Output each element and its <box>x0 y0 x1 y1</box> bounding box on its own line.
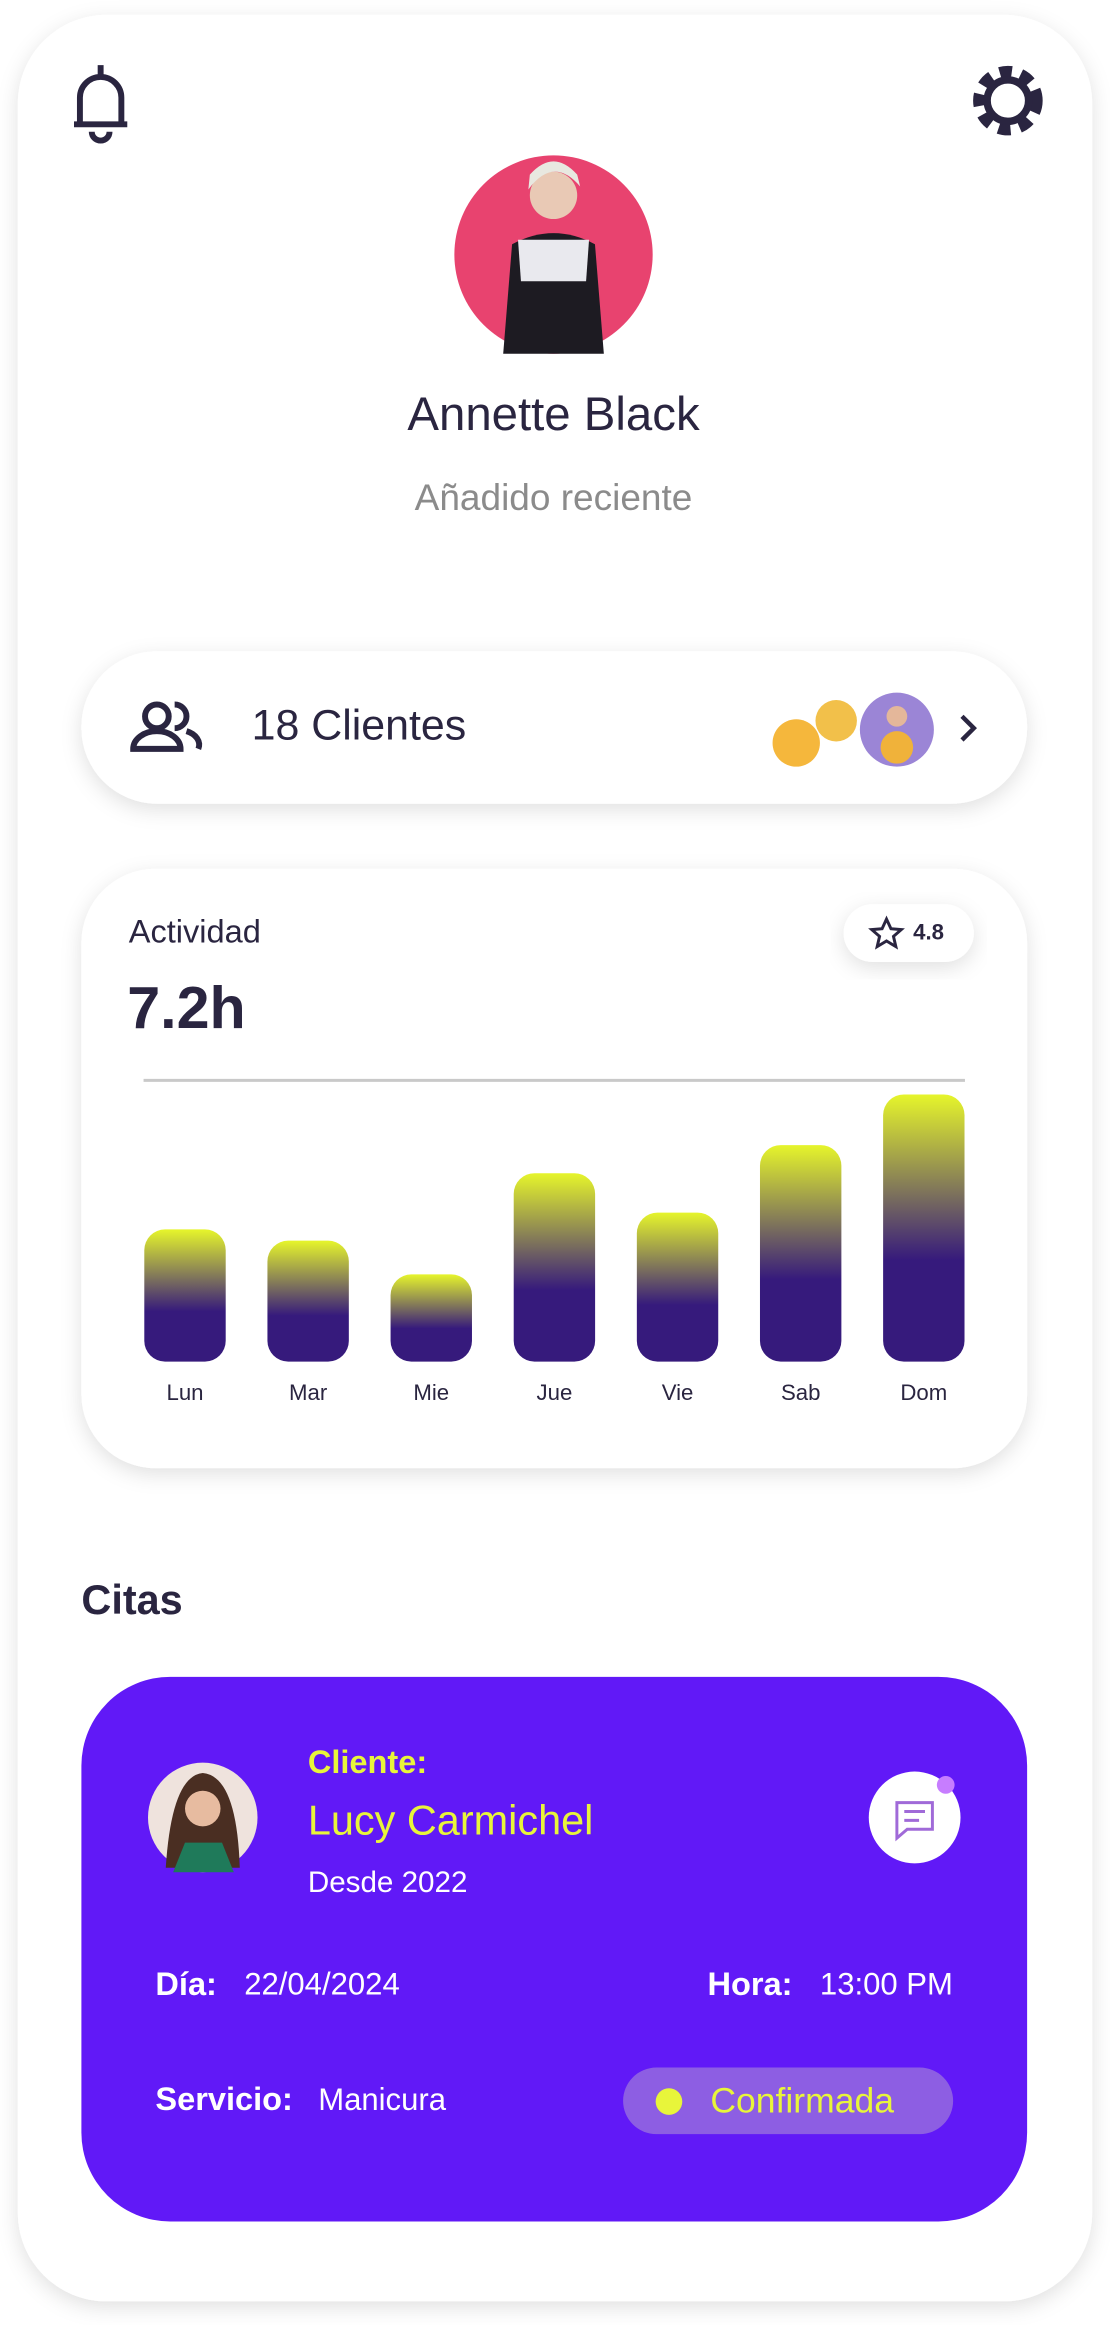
section-title: Citas <box>81 1576 182 1623</box>
bar <box>759 1145 842 1362</box>
client-avatar <box>859 692 934 767</box>
x-tick-label: Mie <box>413 1380 449 1405</box>
time-label: Hora: <box>707 1966 792 2002</box>
status-pill <box>623 2067 954 2135</box>
clients-icon <box>130 701 203 752</box>
appointment-card[interactable] <box>81 1676 1028 2222</box>
x-tick-label: Dom <box>900 1380 947 1405</box>
x-tick-label: Lun <box>166 1380 203 1405</box>
bar-chart: Lun Mar Mie Jue Vie Sab Dom <box>144 1094 965 1405</box>
rating: 4.8 <box>913 920 944 945</box>
message-button[interactable] <box>868 1771 961 1864</box>
client-avatar <box>815 700 857 742</box>
rating-pill <box>843 904 974 962</box>
client-avatar <box>772 719 820 767</box>
bar <box>267 1240 349 1362</box>
bar <box>883 1094 965 1362</box>
client-avatar-body <box>880 731 914 764</box>
service-label: Servicio: <box>155 2081 292 2117</box>
x-tick-label: Sab <box>781 1380 820 1405</box>
bar <box>636 1212 719 1362</box>
activity-title: Actividad <box>129 913 261 949</box>
status-dot <box>655 2088 683 2115</box>
x-tick-label: Jue <box>537 1380 573 1405</box>
chevron[interactable] <box>960 714 977 742</box>
status: Confirmada <box>710 2080 894 2120</box>
client-name: Lucy Carmichel <box>308 1796 594 1843</box>
x-tick-label: Mar <box>289 1380 328 1405</box>
bar <box>390 1274 472 1362</box>
time: 13:00 PM <box>820 1966 953 2001</box>
profile-avatar <box>454 155 653 354</box>
bell-icon[interactable] <box>74 65 128 144</box>
clients-label: 18 Clientes <box>252 702 467 750</box>
x-tick-label: Vie <box>662 1380 694 1405</box>
client-since: Desde 2022 <box>308 1866 468 1899</box>
day-label: Día: <box>155 1966 217 2002</box>
client-label: Cliente: <box>308 1744 427 1780</box>
settings-icon[interactable] <box>973 65 1043 136</box>
notification-dot <box>936 1776 955 1794</box>
profile-status: Añadido reciente <box>415 477 693 518</box>
profile-name: Annette Black <box>407 388 700 441</box>
bar <box>513 1173 596 1362</box>
client-avatar-face <box>886 705 908 727</box>
activity-total: 7.2h <box>127 974 245 1041</box>
client-photo <box>148 1762 258 1873</box>
service: Manicura <box>318 2082 447 2117</box>
message-icon <box>895 1801 934 1842</box>
bar <box>144 1229 226 1362</box>
star-icon <box>868 915 905 950</box>
day: 22/04/2024 <box>244 1966 400 2001</box>
